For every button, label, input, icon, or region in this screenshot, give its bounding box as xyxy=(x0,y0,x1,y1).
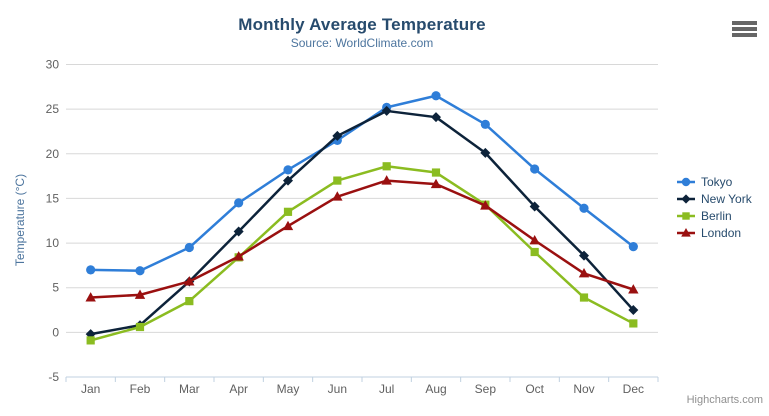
x-axis-label: Oct xyxy=(525,382,544,396)
data-point-london[interactable] xyxy=(381,175,392,185)
data-point-new-york[interactable] xyxy=(283,175,293,186)
x-axis-label: Dec xyxy=(623,382,644,396)
y-axis-label: 0 xyxy=(52,325,59,339)
data-point-london[interactable] xyxy=(578,268,590,278)
y-axis-label: 30 xyxy=(46,58,60,72)
data-point-london[interactable] xyxy=(628,284,639,294)
data-point-new-york[interactable] xyxy=(431,112,441,123)
data-point-london[interactable] xyxy=(430,178,442,189)
data-point-london[interactable] xyxy=(529,234,540,245)
data-point-tokyo[interactable] xyxy=(579,203,589,213)
series-line-berlin xyxy=(89,165,635,342)
x-axis-label: Jun xyxy=(328,382,347,396)
data-point-tokyo[interactable] xyxy=(628,242,638,252)
series-line-new-york xyxy=(89,109,635,336)
y-axis-title: Temperature (°C) xyxy=(13,173,27,267)
x-axis-label: Jan xyxy=(81,382,100,396)
data-point-new-york[interactable] xyxy=(529,201,540,212)
circle-series-marker-icon xyxy=(677,177,695,187)
series-line-london xyxy=(89,179,635,299)
legend-label: New York xyxy=(701,192,752,206)
legend-item-tokyo[interactable]: Tokyo xyxy=(676,175,752,189)
data-point-london[interactable] xyxy=(282,220,294,231)
data-point-berlin[interactable] xyxy=(579,293,589,302)
legend-item-berlin[interactable]: Berlin xyxy=(676,209,752,223)
x-axis-label: Mar xyxy=(179,382,200,396)
legend-label: Berlin xyxy=(701,209,732,223)
x-axis-label: Jul xyxy=(379,382,394,396)
y-axis-label: -5 xyxy=(48,370,59,384)
data-point-berlin[interactable] xyxy=(283,207,293,216)
x-axis-label: Aug xyxy=(425,382,446,396)
data-point-berlin[interactable] xyxy=(530,247,539,257)
data-point-tokyo[interactable] xyxy=(135,266,145,276)
y-axis-label: 5 xyxy=(52,281,59,295)
data-point-new-york[interactable] xyxy=(381,105,392,116)
data-point-berlin[interactable] xyxy=(629,319,638,328)
legend-item-london[interactable]: London xyxy=(676,226,752,240)
y-axis-label: 25 xyxy=(46,102,60,116)
legend-item-new-york[interactable]: New York xyxy=(676,192,752,206)
data-point-berlin[interactable] xyxy=(382,162,391,171)
data-point-new-york[interactable] xyxy=(233,226,244,237)
export-menu-button[interactable] xyxy=(732,21,757,37)
chart-subtitle: Source: WorldClimate.com xyxy=(290,36,434,50)
legend-label: Tokyo xyxy=(701,175,733,189)
x-axis-label: Sep xyxy=(475,382,497,396)
data-point-berlin[interactable] xyxy=(86,336,95,345)
legend-marker-triangle xyxy=(681,228,691,237)
legend-marker-square xyxy=(682,212,690,220)
legend-marker-diamond xyxy=(681,194,691,204)
data-point-tokyo[interactable] xyxy=(480,119,490,129)
chart-title: Monthly Average Temperature xyxy=(238,15,486,34)
hamburger-menu-icon xyxy=(732,33,757,37)
data-point-berlin[interactable] xyxy=(135,322,145,332)
data-point-london[interactable] xyxy=(480,200,491,210)
data-point-tokyo[interactable] xyxy=(86,265,96,275)
data-point-london[interactable] xyxy=(134,289,146,299)
hamburger-menu-icon xyxy=(732,27,757,31)
legend-marker-circle xyxy=(681,177,691,187)
triangle-series-marker-icon xyxy=(677,228,695,237)
data-point-berlin[interactable] xyxy=(333,176,342,185)
legend: Tokyo New York Berlin London xyxy=(676,175,752,240)
data-point-tokyo[interactable] xyxy=(530,164,540,174)
data-point-new-york[interactable] xyxy=(579,250,589,261)
diamond-series-marker-icon xyxy=(677,194,695,204)
highcharts-credit-link[interactable]: Highcharts.com xyxy=(686,394,763,406)
data-point-tokyo[interactable] xyxy=(184,242,194,253)
data-point-london[interactable] xyxy=(332,191,343,201)
x-axis-label: May xyxy=(277,382,300,396)
data-point-london[interactable] xyxy=(184,276,195,286)
x-axis-label: Feb xyxy=(130,382,151,396)
data-point-berlin[interactable] xyxy=(431,168,441,177)
data-point-new-york[interactable] xyxy=(332,130,343,141)
y-axis-label: 10 xyxy=(46,236,60,250)
x-axis-label: Apr xyxy=(229,382,248,396)
series-line-tokyo xyxy=(89,94,635,272)
x-axis-label: Nov xyxy=(573,382,594,396)
data-point-tokyo[interactable] xyxy=(234,198,244,208)
legend-label: London xyxy=(701,226,742,240)
data-point-tokyo[interactable] xyxy=(283,165,293,175)
data-point-new-york[interactable] xyxy=(628,305,639,316)
data-point-london[interactable] xyxy=(233,251,244,261)
square-series-marker-icon xyxy=(677,212,695,220)
data-point-london[interactable] xyxy=(85,292,96,302)
hamburger-menu-icon xyxy=(732,21,757,25)
y-axis-label: 20 xyxy=(46,147,60,161)
data-point-tokyo[interactable] xyxy=(431,91,441,101)
y-axis-label: 15 xyxy=(46,191,60,205)
data-point-new-york[interactable] xyxy=(480,147,491,158)
data-point-berlin[interactable] xyxy=(185,297,194,306)
